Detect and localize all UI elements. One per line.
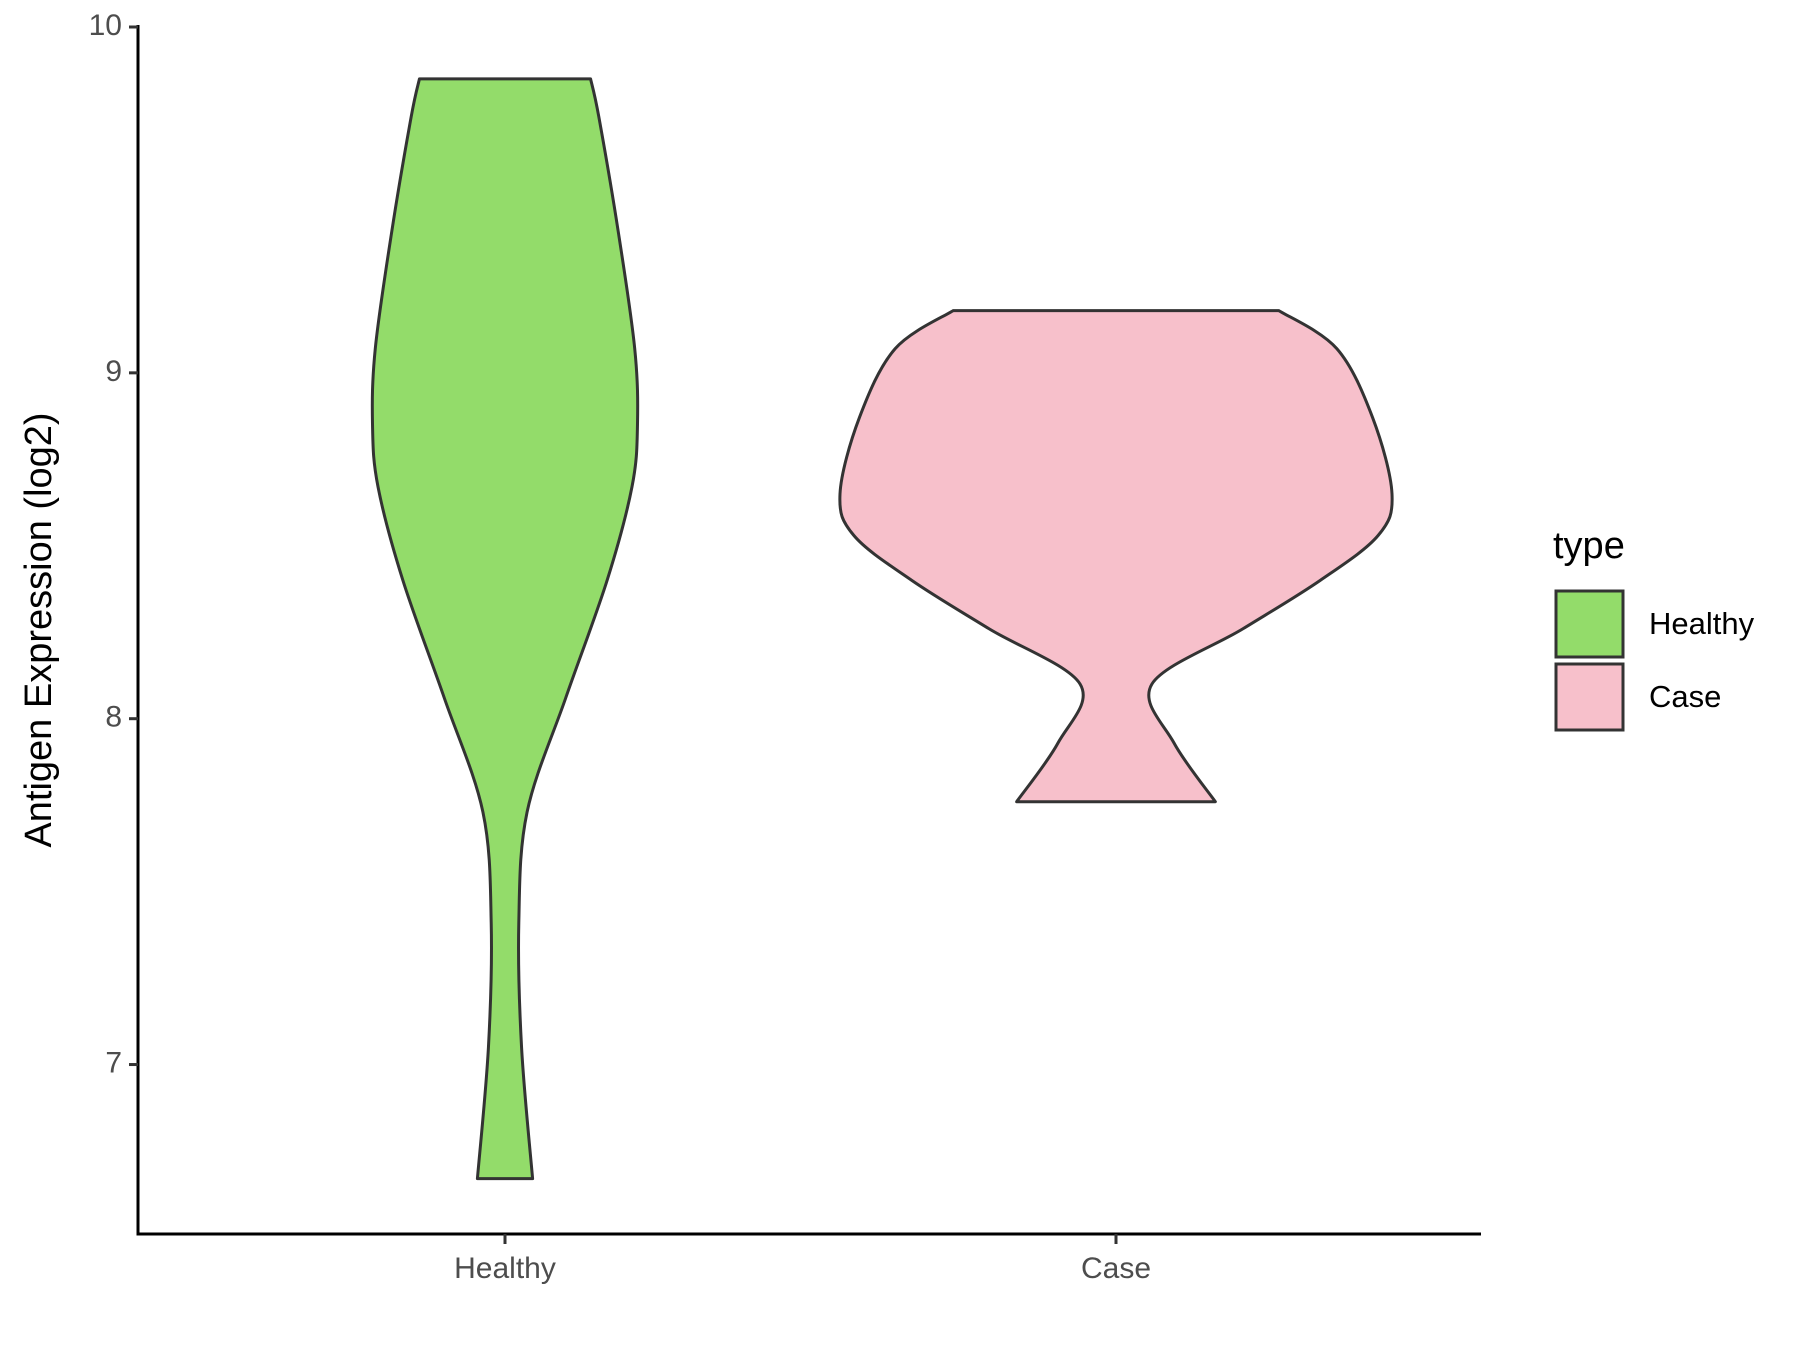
y-tick-label: 8 (105, 701, 122, 734)
x-tick-label: Case (1081, 1252, 1151, 1285)
y-tick-label: 7 (105, 1046, 122, 1079)
legend-label: Case (1649, 679, 1721, 714)
y-axis-title: Antigen Expression (log2) (18, 412, 60, 847)
violin (370, 77, 640, 1181)
violin (838, 309, 1394, 804)
legend-swatch (1554, 662, 1625, 732)
x-tick-label: Healthy (454, 1252, 556, 1285)
legend-title: type (1553, 525, 1625, 567)
y-tick-label: 10 (89, 9, 122, 42)
legend-label: Healthy (1649, 606, 1755, 641)
legend-swatch (1554, 589, 1625, 659)
y-tick-label: 9 (105, 355, 122, 388)
